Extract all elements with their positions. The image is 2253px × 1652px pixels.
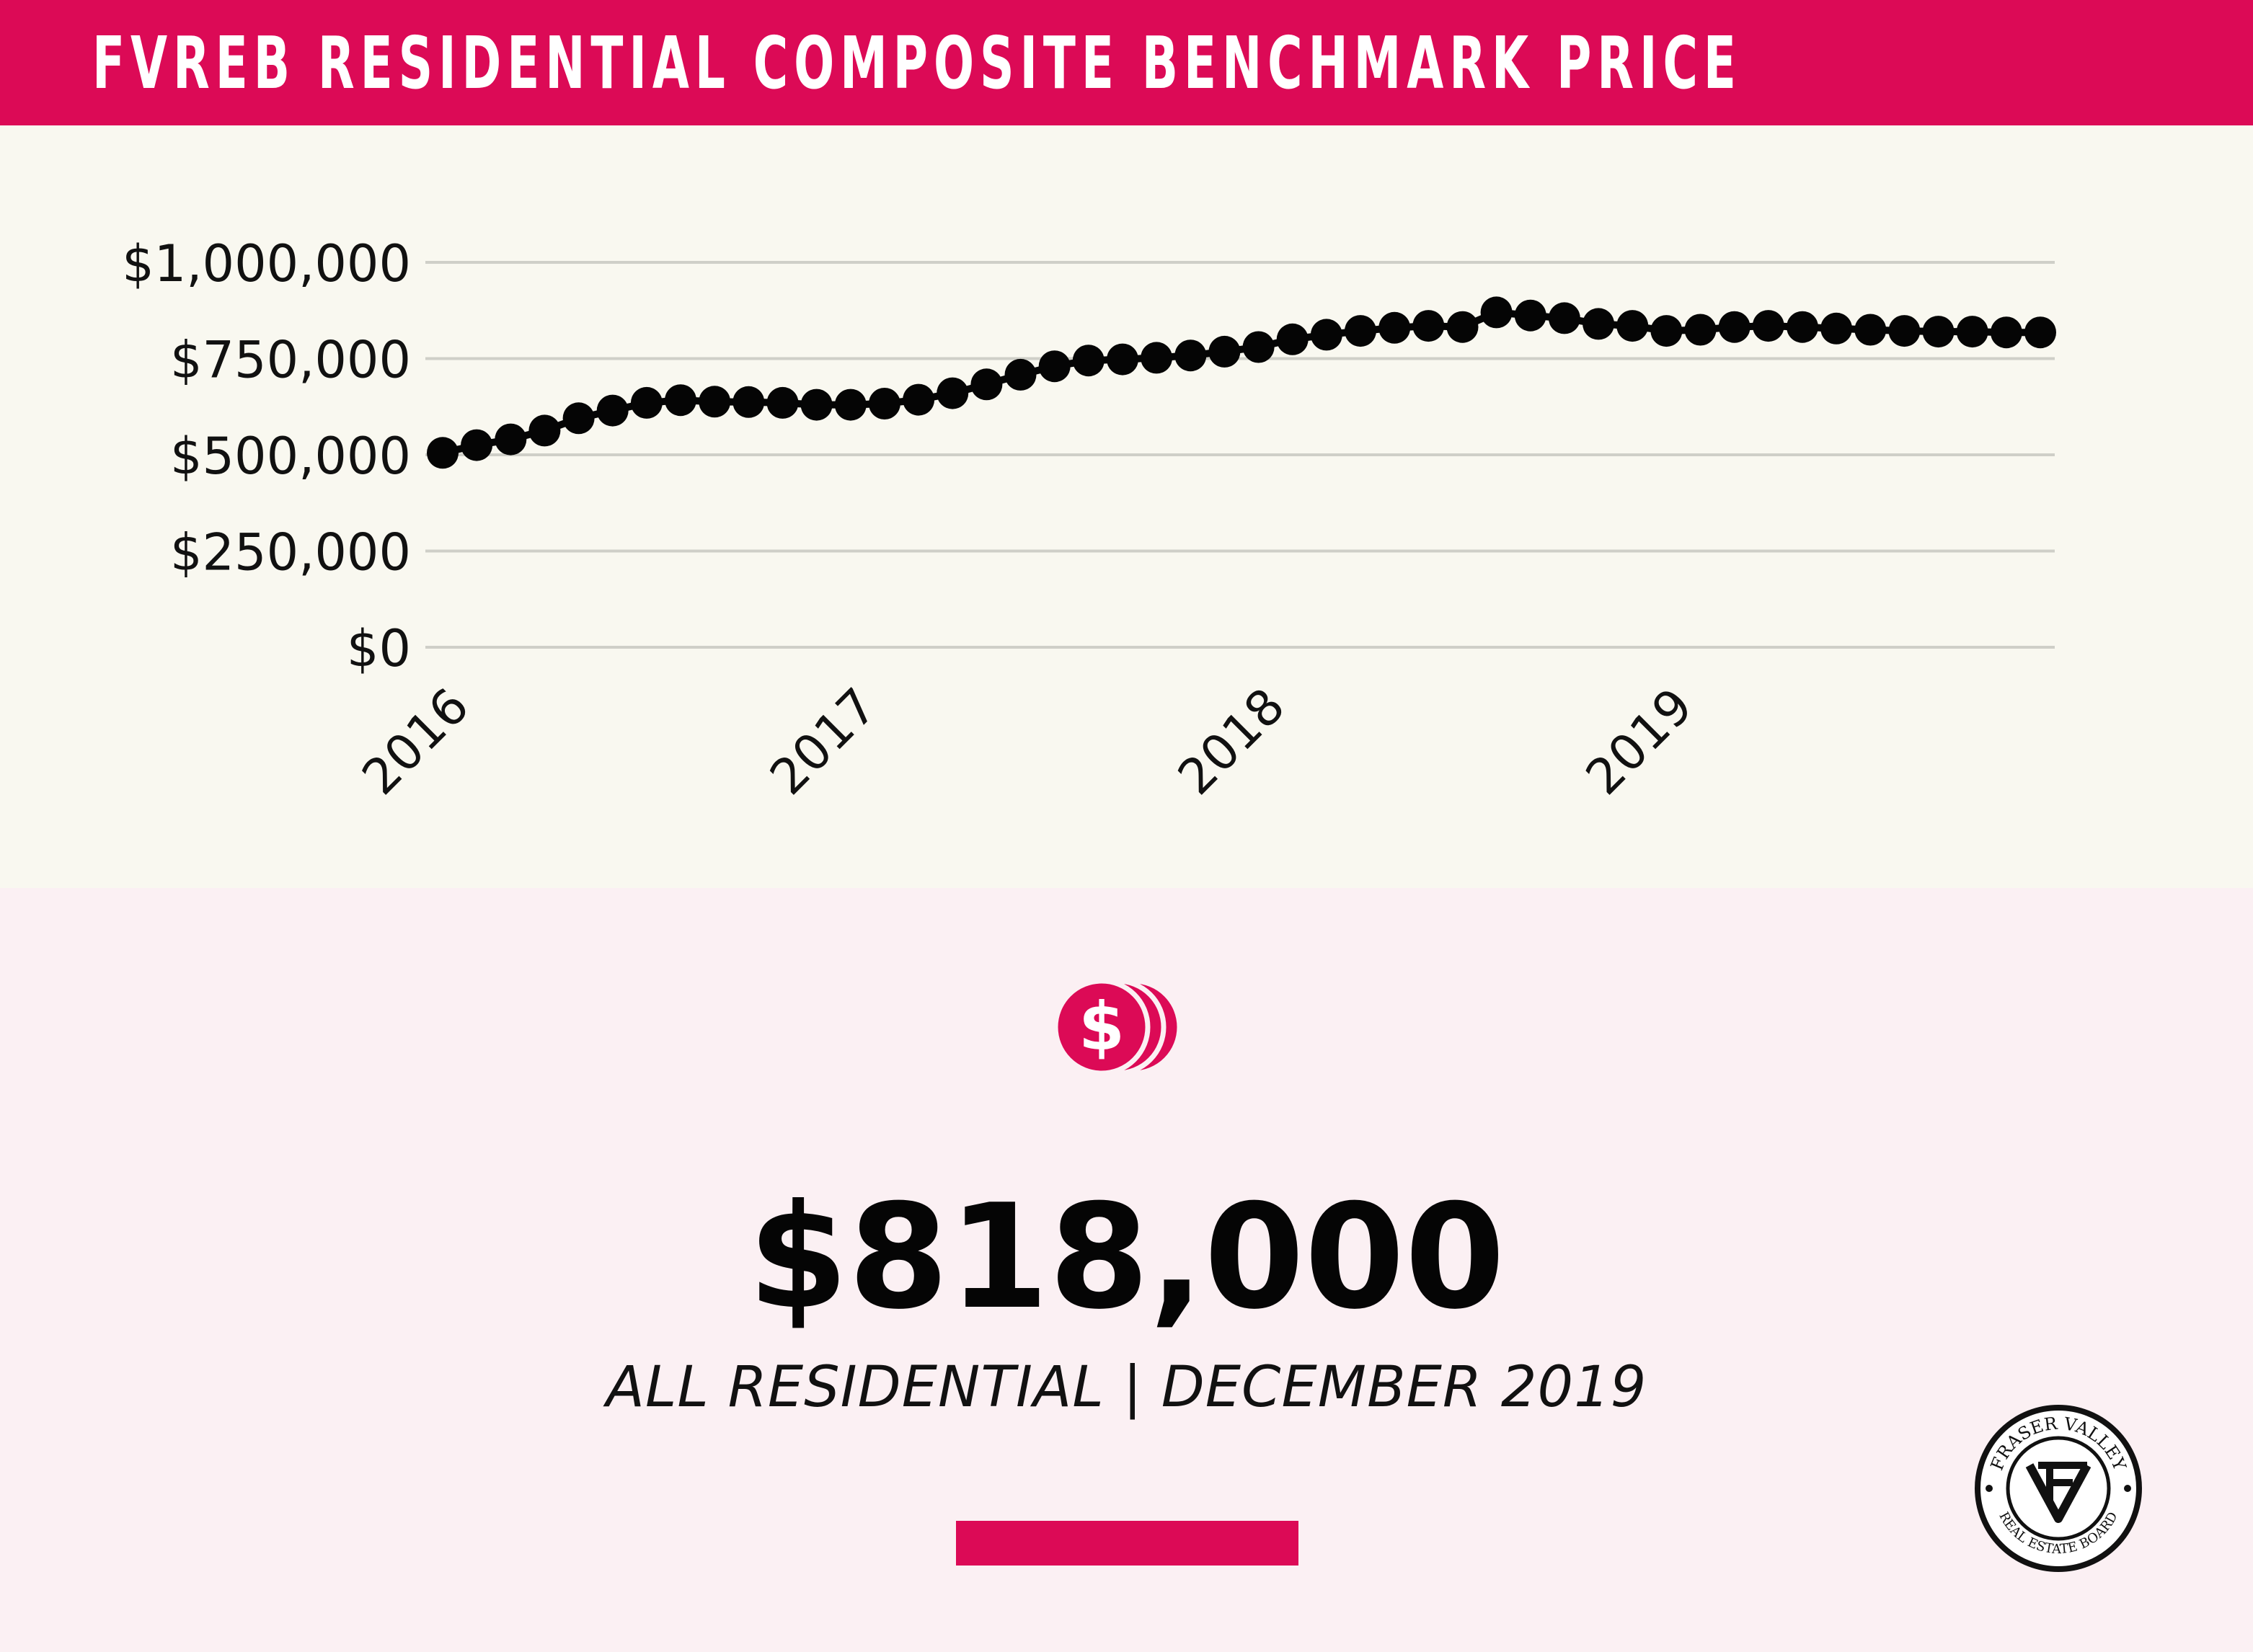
data-point	[699, 386, 731, 418]
data-point	[1276, 323, 1309, 355]
data-point	[495, 423, 527, 456]
y-tick-label: $250,000	[170, 523, 411, 582]
data-point	[1820, 312, 1853, 345]
data-point	[461, 429, 493, 461]
data-point	[1141, 342, 1173, 374]
x-tick-label: 2018	[1167, 678, 1296, 806]
data-point	[834, 388, 867, 421]
data-point	[1004, 358, 1037, 391]
data-point	[562, 402, 595, 435]
data-point	[868, 388, 900, 419]
data-point	[1480, 296, 1513, 329]
data-point	[427, 437, 459, 469]
data-point	[1787, 311, 1818, 343]
gridlines	[425, 261, 2055, 649]
x-axis-tick-labels: 2016 2017 2018 2019	[352, 678, 1704, 806]
page-title: FVREB RESIDENTIAL COMPOSITE BENCHMARK PR…	[92, 21, 1742, 105]
x-tick-label: 2016	[352, 678, 480, 806]
data-point	[1310, 319, 1342, 351]
benchmark-subtitle: ALL RESIDENTIAL | DECEMBER 2019	[606, 1355, 1647, 1420]
data-point	[1514, 299, 1546, 332]
data-point	[1208, 335, 1241, 368]
data-point	[1242, 331, 1275, 363]
price-series	[427, 296, 2056, 469]
x-tick-label: 2017	[760, 678, 888, 806]
data-point	[1922, 316, 1955, 348]
data-point	[937, 377, 969, 409]
data-point	[1990, 316, 2022, 349]
data-point	[1616, 310, 1649, 342]
data-point	[1038, 350, 1071, 383]
benchmark-price-chart: $0 $250,000 $500,000 $750,000 $1,000,000 201…	[122, 234, 2056, 806]
data-point	[1684, 314, 1717, 346]
x-tick-label: 2019	[1575, 678, 1704, 806]
data-point	[1548, 302, 1580, 334]
data-point	[1446, 311, 1479, 343]
data-point	[1072, 345, 1105, 377]
benchmark-price-value: $818,000	[748, 1173, 1505, 1341]
data-point	[1650, 315, 1683, 347]
accent-divider	[956, 1521, 1298, 1566]
data-point	[1378, 311, 1411, 344]
header-banner: FVREB RESIDENTIAL COMPOSITE BENCHMARK PR…	[0, 0, 2253, 125]
data-point	[630, 386, 663, 419]
data-point	[1718, 311, 1750, 343]
y-axis-tick-labels: $0 $250,000 $500,000 $750,000 $1,000,000	[122, 234, 411, 678]
data-point	[1854, 314, 1887, 346]
y-tick-label: $750,000	[170, 331, 411, 390]
data-point	[1956, 316, 1988, 348]
data-point	[1174, 339, 1207, 372]
fraser-valley-board-logo: FRASER VALLEY REAL ESTATE BOARD	[1975, 1405, 2142, 1572]
data-point	[2024, 316, 2056, 349]
data-point	[903, 383, 935, 416]
data-point	[1752, 310, 1784, 342]
data-point	[1888, 315, 1921, 347]
y-tick-label: $0	[347, 619, 411, 678]
data-point	[800, 388, 833, 421]
data-point	[766, 386, 799, 419]
data-point	[528, 414, 561, 447]
data-point	[970, 368, 1003, 401]
y-tick-label: $500,000	[170, 427, 411, 486]
y-tick-label: $1,000,000	[122, 234, 411, 293]
chart-panel: $0 $250,000 $500,000 $750,000 $1,000,000 201…	[0, 125, 2253, 888]
data-point	[1583, 308, 1615, 340]
data-point	[1107, 343, 1138, 376]
data-point	[596, 394, 629, 427]
data-point	[665, 384, 696, 417]
dollar-coins-icon: $	[1053, 978, 1182, 1076]
svg-text:$: $	[1079, 988, 1125, 1065]
data-point	[732, 386, 765, 418]
data-point	[1412, 310, 1445, 342]
data-point	[1345, 315, 1376, 347]
